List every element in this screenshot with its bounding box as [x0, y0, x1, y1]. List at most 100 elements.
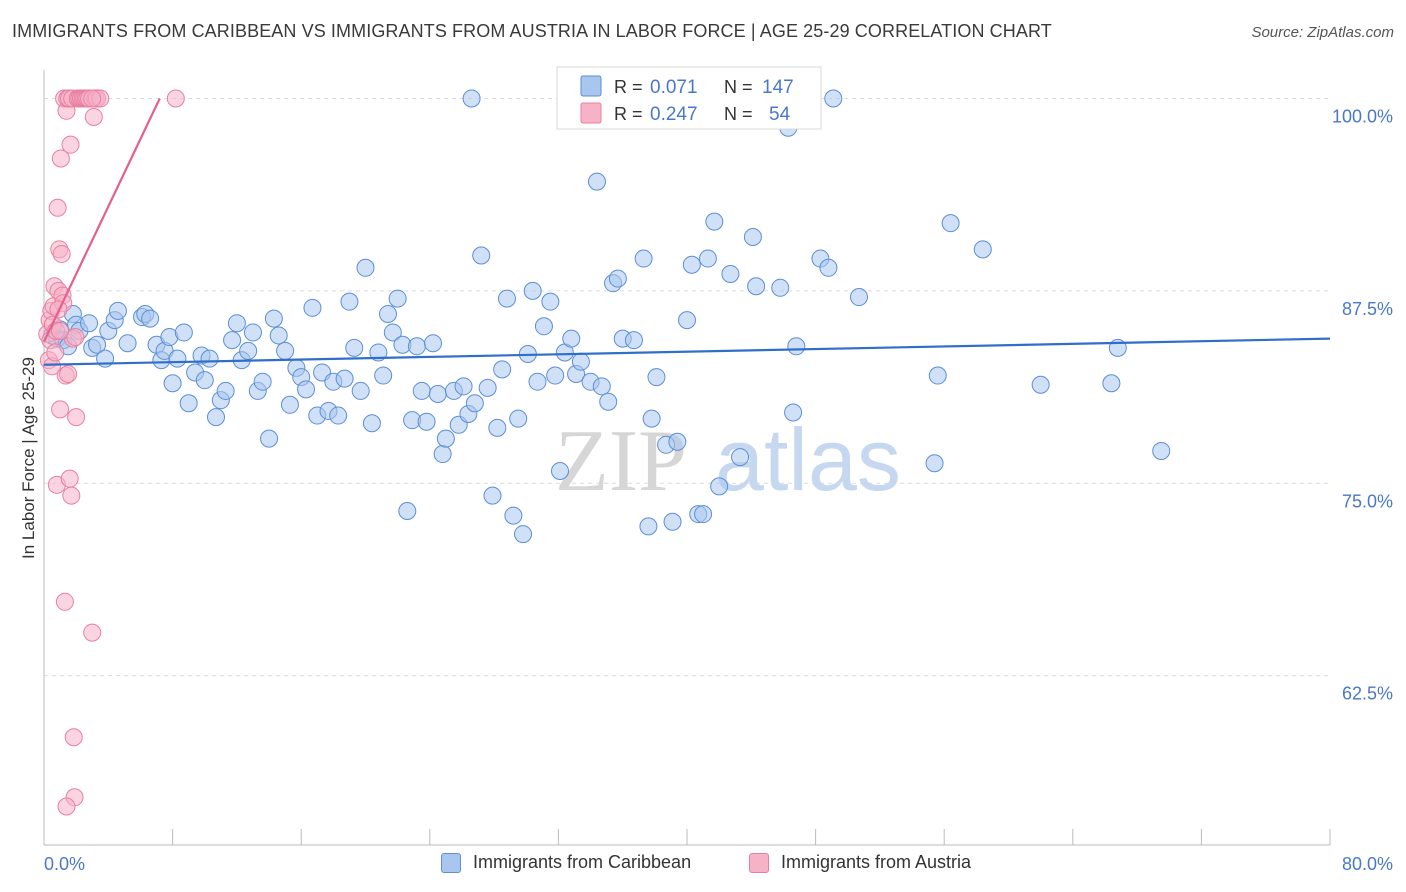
point-caribbean [340, 292, 359, 311]
point-caribbean [329, 406, 348, 425]
point-caribbean [243, 323, 262, 342]
point-caribbean [850, 288, 869, 307]
legend-label-austria: Immigrants from Austria [781, 852, 972, 872]
point-caribbean [118, 334, 137, 353]
point-austria [61, 135, 80, 154]
point-caribbean [280, 395, 299, 414]
point-caribbean [388, 289, 407, 308]
grid-lines [44, 97, 1330, 677]
point-caribbean [771, 278, 790, 297]
y-tick-labels: 100.0% 87.5% 75.0% 62.5% [1332, 106, 1393, 703]
point-caribbean [528, 372, 547, 391]
point-caribbean [168, 349, 187, 368]
y-tick-label: 62.5% [1342, 684, 1393, 704]
point-caribbean [587, 172, 606, 191]
watermark: ZIP atlas [555, 410, 901, 510]
y-tick-label: 100.0% [1332, 106, 1393, 126]
point-caribbean [698, 249, 717, 268]
point-austria [51, 321, 70, 340]
point-caribbean [682, 255, 701, 274]
point-caribbean [743, 228, 762, 247]
point-caribbean [824, 89, 843, 108]
source-label: Source: ZipAtlas.com [1251, 24, 1394, 41]
point-caribbean [478, 378, 497, 397]
point-caribbean [819, 258, 838, 277]
y-axis-label: In Labor Force | Age 25-29 [19, 357, 38, 559]
legend-r-value-1: 0.071 [650, 77, 698, 98]
point-caribbean [303, 298, 322, 317]
point-caribbean [163, 374, 182, 393]
point-caribbean [362, 414, 381, 433]
point-austria [52, 244, 71, 263]
point-caribbean [624, 331, 643, 350]
legend-swatch-austria-bottom [749, 852, 769, 873]
point-caribbean [424, 334, 443, 353]
point-caribbean [514, 525, 533, 544]
legend-swatch-caribbean-bottom [441, 852, 461, 873]
point-caribbean [253, 372, 272, 391]
point-caribbean [731, 448, 750, 467]
legend-n-label-2: N = [724, 104, 753, 124]
legend-r-value-2: 0.247 [650, 104, 698, 125]
legend-r-label-2: R = [614, 104, 643, 124]
point-caribbean [207, 408, 226, 427]
point-caribbean [472, 246, 491, 265]
point-austria [55, 592, 74, 611]
point-caribbean [592, 377, 611, 396]
point-caribbean [179, 394, 198, 413]
point-caribbean [668, 432, 687, 451]
point-caribbean [428, 385, 447, 404]
point-austria [59, 365, 78, 383]
point-caribbean [351, 381, 370, 400]
point-caribbean [509, 409, 528, 428]
point-caribbean [483, 486, 502, 505]
point-caribbean [784, 403, 803, 422]
point-austria [66, 328, 85, 347]
legend-n-label-1: N = [724, 77, 753, 97]
point-caribbean [239, 341, 258, 360]
point-caribbean [383, 323, 402, 342]
point-caribbean [663, 512, 682, 531]
point-caribbean [747, 277, 766, 296]
point-austria [84, 107, 103, 126]
point-caribbean [705, 212, 724, 231]
point-caribbean [694, 505, 713, 524]
trend-line-caribbean [43, 337, 1331, 366]
legend-swatch-caribbean [580, 75, 602, 97]
point-caribbean [174, 323, 193, 342]
series-austria-points [38, 89, 185, 816]
legend-n-value-1: 147 [762, 77, 794, 98]
point-caribbean [1152, 441, 1171, 460]
point-caribbean [412, 381, 431, 400]
point-caribbean [436, 429, 455, 448]
point-caribbean [928, 366, 947, 385]
x-tick-labels: 0.0% 80.0% [44, 854, 1393, 874]
point-caribbean [454, 377, 473, 396]
point-caribbean [195, 371, 214, 390]
watermark-zip: ZIP [555, 413, 687, 510]
point-caribbean [417, 412, 436, 431]
point-caribbean [379, 304, 398, 323]
series-caribbean-points [43, 89, 1171, 544]
point-austria [62, 486, 81, 505]
point-caribbean [223, 331, 242, 350]
point-caribbean [369, 343, 388, 362]
legend-item-austria: Immigrants from Austria [749, 852, 971, 873]
point-caribbean [941, 214, 960, 233]
point-caribbean [493, 360, 512, 379]
y-tick-label: 75.0% [1342, 491, 1393, 511]
point-caribbean [80, 314, 99, 333]
point-caribbean [335, 369, 354, 388]
point-austria [51, 149, 70, 168]
point-caribbean [639, 517, 658, 536]
point-caribbean [488, 418, 507, 437]
point-caribbean [260, 429, 279, 448]
point-austria [48, 198, 67, 217]
point-austria [166, 89, 185, 108]
point-caribbean [571, 352, 590, 371]
point-caribbean [264, 309, 283, 328]
point-caribbean [534, 317, 553, 336]
point-austria [83, 89, 102, 108]
point-caribbean [551, 461, 570, 480]
trend-line-austria [43, 98, 161, 343]
